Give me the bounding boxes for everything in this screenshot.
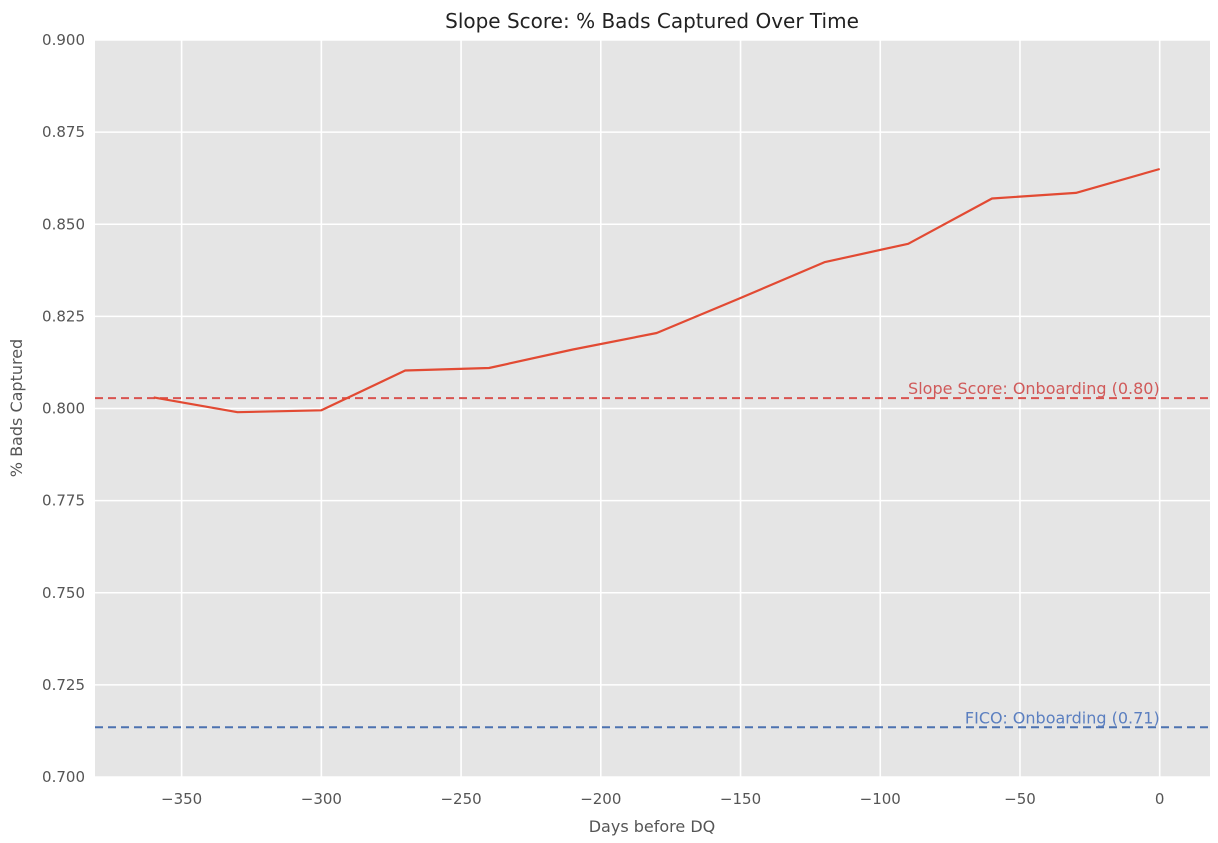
y-tick-label: 0.775 [42,492,85,510]
series-layer [153,167,1161,414]
reference-lines: Slope Score: Onboarding (0.80) FICO: Onbo… [95,379,1210,729]
y-tick-label: 0.700 [42,768,85,786]
y-axis-ticks: 0.700 0.725 0.750 0.775 0.800 0.825 0.850 0.875… [42,31,85,786]
reference-line-label: FICO: Onboarding (0.71) [965,708,1160,727]
x-tick-label: −100 [860,790,901,808]
x-tick-label: −250 [440,790,481,808]
x-tick-label: −300 [301,790,342,808]
x-tick-label: −50 [1004,790,1036,808]
series-line [153,167,1161,414]
y-tick-label: 0.875 [42,123,85,141]
x-tick-label: 0 [1155,790,1165,808]
x-tick-label: −150 [720,790,761,808]
x-axis-ticks: −350 −300 −250 −200 −150 −100 −50 0 [161,790,1164,808]
x-tick-label: −200 [580,790,621,808]
x-tick-label: −350 [161,790,202,808]
y-tick-label: 0.800 [42,400,85,418]
y-axis-label: % Bads Captured [7,339,26,477]
y-tick-label: 0.725 [42,676,85,694]
grid [95,39,1210,778]
y-tick-label: 0.900 [42,31,85,49]
x-axis-label: Days before DQ [589,817,716,836]
chart-title: Slope Score: % Bads Captured Over Time [445,9,859,33]
reference-line-label: Slope Score: Onboarding (0.80) [908,379,1160,398]
y-tick-label: 0.850 [42,215,85,233]
y-tick-label: 0.825 [42,307,85,325]
y-tick-label: 0.750 [42,584,85,602]
